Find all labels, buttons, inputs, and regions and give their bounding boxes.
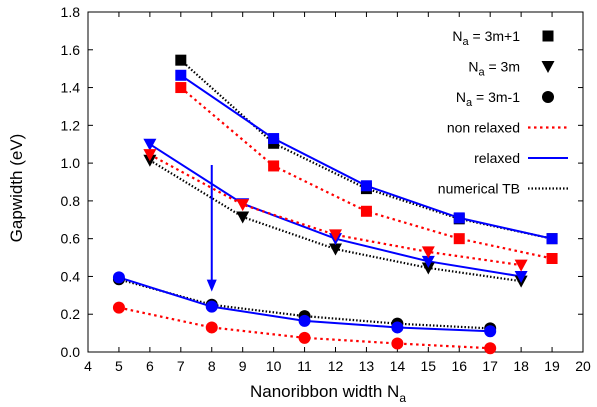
data-point-3m-1-non-relaxed — [484, 342, 497, 355]
data-point-3m-1-relaxed — [205, 300, 218, 313]
y-tick-label: 1.6 — [61, 42, 81, 58]
legend-marker — [541, 61, 555, 73]
data-point-3m-1-non-relaxed — [205, 321, 218, 334]
x-tick-label: 12 — [328, 358, 344, 374]
y-tick-label: 1.0 — [61, 155, 81, 171]
data-point-3m+1-non-relaxed — [175, 82, 187, 94]
x-tick-label: 6 — [146, 358, 154, 374]
y-tick-label: 1.8 — [61, 4, 81, 20]
x-tick-label: 18 — [513, 358, 529, 374]
arrow-head — [206, 279, 217, 292]
series-line-3m-numerical-TB — [149, 159, 522, 283]
x-axis-label: Nanoribbon width Na — [250, 382, 406, 405]
data-point-3m-numerical-TB — [329, 243, 342, 256]
data-point-3m-1-relaxed — [112, 271, 125, 284]
data-point-3m-1-relaxed — [391, 321, 404, 334]
x-tick-label: 14 — [390, 358, 406, 374]
y-axis-label: Gapwidth (eV) — [7, 134, 26, 243]
data-point-3m+1-non-relaxed — [546, 253, 558, 264]
y-tick-label: 1.2 — [61, 117, 81, 133]
legend-label: non relaxed — [447, 120, 520, 136]
x-tick-label: 9 — [239, 358, 247, 374]
x-axis-label-main: Nanoribbon width N — [250, 382, 399, 401]
x-tick-label: 4 — [84, 358, 92, 374]
data-point-3m-numerical-TB — [421, 262, 435, 275]
data-point-3m-non-relaxed — [514, 259, 528, 272]
x-tick-label: 5 — [115, 358, 123, 374]
x-tick-label: 17 — [482, 358, 498, 374]
legend-label: Na = 3m — [468, 59, 520, 79]
legend: Na = 3m+1 Na = 3m Na = 3m-1 non relaxed rela… — [438, 28, 568, 197]
data-point-3m-non-relaxed — [329, 229, 342, 242]
data-point-3m+1-relaxed — [453, 212, 465, 224]
legend-marker — [542, 30, 554, 42]
legend-label: Na = 3m-1 — [456, 89, 520, 109]
data-point-3m+1-non-relaxed — [268, 160, 280, 172]
series-markers — [112, 54, 558, 355]
x-tick-label: 11 — [297, 358, 312, 374]
data-point-3m-non-relaxed — [143, 149, 157, 162]
data-point-3m+1-relaxed — [268, 133, 280, 145]
data-point-3m+1-relaxed — [546, 233, 558, 245]
data-point-3m-relaxed — [421, 255, 435, 268]
y-tick-label: 0.2 — [61, 306, 81, 322]
data-point-3m-1-non-relaxed — [391, 337, 404, 350]
legend-label: Na = 3m+1 — [452, 28, 520, 48]
x-tick-label: 20 — [575, 358, 591, 374]
data-point-3m-1-relaxed — [298, 314, 311, 327]
annotations — [206, 165, 217, 292]
axes: 4 5 6 7 8 9 10 11 12 13 14 15 16 17 18 19 20 0.0 0.2 0.4 0.6… — [61, 4, 591, 374]
data-point-3m+1-non-relaxed — [453, 233, 465, 245]
x-axis-label-sub: a — [399, 391, 406, 405]
series-line-3m-relaxed — [149, 143, 522, 278]
y-tick-label: 0.6 — [61, 231, 81, 247]
data-point-3m+1-numerical-TB — [175, 54, 187, 66]
data-point-3m-1-non-relaxed — [112, 301, 125, 314]
y-tick-label: 1.4 — [61, 80, 81, 96]
y-tick-label: 0.8 — [61, 193, 81, 209]
data-point-3m-1-non-relaxed — [298, 331, 311, 344]
legend-label: numerical TB — [438, 181, 520, 197]
data-point-3m+1-non-relaxed — [360, 205, 372, 217]
data-point-3m+1-relaxed — [360, 180, 372, 192]
legend-label: relaxed — [474, 150, 520, 166]
y-tick-label: 0.4 — [61, 268, 81, 284]
y-tick-label: 0.0 — [61, 344, 81, 360]
data-point-3m-relaxed — [514, 270, 528, 283]
data-point-3m+1-relaxed — [175, 69, 187, 81]
x-tick-label: 15 — [421, 358, 437, 374]
legend-marker — [542, 91, 554, 103]
data-point-3m-numerical-TB — [236, 211, 250, 224]
data-point-3m-non-relaxed — [421, 246, 435, 259]
data-point-3m-non-relaxed — [236, 199, 250, 212]
data-point-3m-relaxed — [143, 138, 157, 151]
x-tick-label: 8 — [208, 358, 216, 374]
x-tick-label: 16 — [451, 358, 467, 374]
x-tick-label: 19 — [544, 358, 560, 374]
x-tick-label: 7 — [177, 358, 185, 374]
x-tick-label: 13 — [359, 358, 375, 374]
data-point-3m-1-relaxed — [484, 325, 497, 338]
x-tick-label: 10 — [266, 358, 282, 374]
